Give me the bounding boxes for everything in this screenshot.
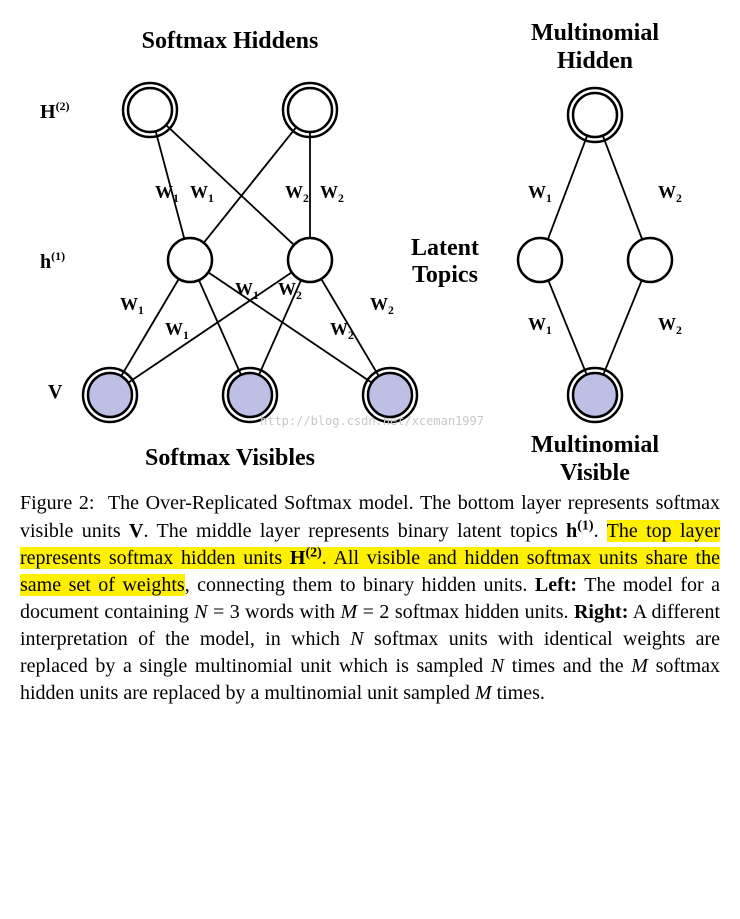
svg-text:Latent: Latent [411,235,479,261]
svg-text:W1: W1 [155,182,179,205]
symbol-M: M [475,682,492,704]
right-label: Right: [574,601,628,623]
symbol-V: V [129,520,143,542]
svg-text:Hidden: Hidden [557,48,633,74]
symbol-N: N [491,655,504,677]
caption-segment: . The middle layer represents binary lat… [143,520,566,542]
svg-text:h(1): h(1) [40,249,65,273]
svg-text:Multinomial: Multinomial [531,20,659,46]
symbol-h1: h [566,520,577,542]
svg-text:W1: W1 [190,182,214,205]
caption-text: Figure 2: The Over-Replicated Softmax mo… [20,492,720,704]
svg-text:W1: W1 [235,279,259,302]
svg-text:http://blog.csdn.net/xceman199: http://blog.csdn.net/xceman1997 [260,414,484,428]
svg-text:V: V [48,381,63,403]
symbol-M: M [341,601,358,623]
symbol-N: N [350,628,363,650]
figure-container: W1 W1 W2 W2 W1 W1 W1 W2 W2 W2 W1 W2 W1 W2 Softmax Hidd… [20,20,720,707]
caption-segment: . [322,547,334,569]
caption-segment: = 3 [208,601,240,623]
svg-text:W2: W2 [658,182,682,205]
network-diagram: W1 W1 W2 W2 W1 W1 W1 W2 W2 W2 W1 W2 W1 W2 Softmax Hidd… [20,20,720,480]
figure-caption: Figure 2: The Over-Replicated Softmax mo… [20,490,720,707]
svg-text:H(2): H(2) [40,99,70,123]
symbol-H2: H [290,547,306,569]
svg-text:W1: W1 [165,319,189,342]
svg-text:W2: W2 [320,182,344,205]
caption-segment: times. [492,682,545,704]
svg-text:Softmax Visibles: Softmax Visibles [145,445,315,471]
svg-text:W2: W2 [658,314,682,337]
symbol-H2-sup: (2) [305,546,321,561]
svg-text:W2: W2 [370,294,394,317]
symbol-N: N [194,601,207,623]
caption-segment: times and the [504,655,631,677]
caption-segment: softmax hidden units. [389,601,574,623]
svg-text:W2: W2 [278,279,302,302]
svg-text:W1: W1 [120,294,144,317]
svg-text:W2: W2 [330,319,354,342]
caption-segment: words with [240,601,341,623]
svg-text:W2: W2 [285,182,309,205]
caption-segment: . [594,520,607,542]
svg-text:Visible: Visible [560,460,630,480]
svg-text:W1: W1 [528,314,552,337]
symbol-h1-sup: (1) [577,518,593,533]
symbol-M: M [631,655,648,677]
caption-segment: = 2 [357,601,389,623]
left-label: Left: [535,574,577,596]
figure-label: Figure 2: [20,492,94,514]
svg-text:Softmax Hiddens: Softmax Hiddens [142,28,319,54]
svg-text:Multinomial: Multinomial [531,432,659,458]
svg-text:W1: W1 [528,182,552,205]
svg-text:Topics: Topics [412,262,478,288]
caption-segment: , connecting them to binary hidden units… [185,574,535,596]
